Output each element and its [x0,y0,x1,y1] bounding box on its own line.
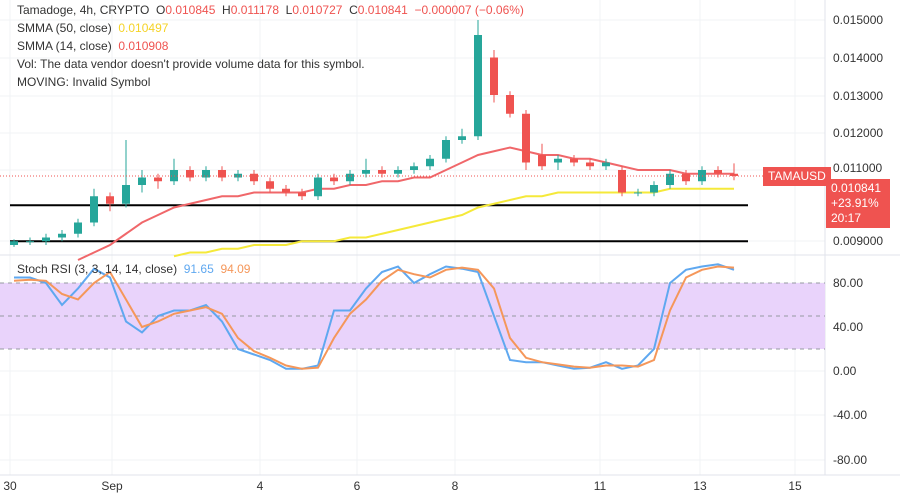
symbol-tag: TAMAUSD [763,167,831,186]
change-value: −0.000007 (−0.06%) [414,3,524,17]
candle-body [346,173,354,182]
smma50-label: SMMA (50, close) [17,21,112,35]
candle-body [378,170,386,174]
high-value: 0.011178 [230,3,279,17]
stoch-k-value: 91.65 [183,262,214,276]
last-price-tag: 0.010841 +23.91% 20:17 [826,179,890,228]
stoch-tick-label: -80.00 [833,453,867,467]
stoch-label: Stoch RSI (3, 3, 14, 14, close) [17,262,178,276]
candle-body [202,170,210,178]
candle-body [538,155,546,167]
candle-body [106,196,114,204]
price-change: +23.91% [831,196,879,210]
stoch-d-line [13,265,735,370]
candle-body [634,192,642,194]
stoch-tick-label: 0.00 [833,364,857,378]
smma50-value: 0.010497 [118,21,169,35]
candle-body [554,158,562,163]
candle-body [506,95,514,114]
smma14-line [77,146,734,261]
candle-body [218,170,226,178]
time-tick-label: 30 [3,479,17,493]
smma50-line [173,187,734,258]
time-tick-label: 4 [257,479,264,493]
last-price: 0.010841 [831,181,882,195]
candle-body [650,185,658,193]
candle-body [250,173,258,182]
price-tick-label: 0.011000 [833,161,882,175]
vol-legend[interactable]: Vol: The data vendor doesn't provide vol… [17,57,365,71]
candle-body [74,222,82,234]
smma14-legend[interactable]: SMMA (14, close) 0.010908 [17,39,168,53]
time-tick-label: 13 [693,479,707,493]
candle-body [26,241,34,243]
candle-body [138,177,146,185]
o-label: O [155,3,166,17]
time-tick-label: 11 [594,479,607,493]
h-label: H [222,3,231,17]
candle-body [330,177,338,182]
stoch-tick-label: 80.00 [833,276,863,290]
candle-body [186,170,194,178]
smma14-label: SMMA (14, close) [17,39,112,53]
stoch-tick-label: -40.00 [833,408,867,422]
ohlc-legend: Tamadoge, 4h, CRYPTO O0.010845 H0.011178… [17,3,524,17]
candle-body [666,173,674,185]
candle-body [154,177,162,182]
candle-body [730,173,738,176]
candle-body [394,170,402,174]
candle-body [362,170,370,174]
close-value: 0.010841 [357,3,408,17]
stoch-tick-label: 40.00 [833,320,863,334]
smma50-legend[interactable]: SMMA (50, close) 0.010497 [17,21,168,35]
candle-body [618,170,626,193]
price-tick-label: 0.012000 [833,126,883,140]
candle-body [10,241,18,245]
candle-body [474,35,482,137]
candle-body [42,237,50,242]
stoch-d-value: 94.09 [220,262,251,276]
candle-body [314,177,322,197]
candle-body [298,192,306,197]
price-tick-label: 0.014000 [833,51,883,65]
candle-body [442,140,450,159]
smma14-value: 0.010908 [118,39,169,53]
candle-body [714,170,722,174]
candle-body [90,196,98,223]
candle-body [410,166,418,170]
time-tick-label: 15 [788,479,802,493]
candle-body [122,185,130,204]
time-tick-label: 6 [354,479,361,493]
low-value: 0.010727 [292,3,343,17]
candle-body [682,173,690,182]
candle-body [522,113,530,163]
candle-body [58,233,66,238]
candle-body [570,158,578,163]
l-label: L [285,3,293,17]
c-label: C [349,3,358,17]
candle-body [282,188,290,193]
moving-legend[interactable]: MOVING: Invalid Symbol [17,75,151,89]
bar-countdown: 20:17 [831,211,862,225]
price-tick-label: 0.009000 [833,234,883,248]
time-tick-label: Sep [101,479,123,493]
candle-body [458,136,466,140]
candle-body [586,162,594,167]
candle-body [426,158,434,167]
symbol-title: Tamadoge, 4h, CRYPTO [17,3,150,17]
price-tick-label: 0.015000 [833,13,883,27]
stoch-legend[interactable]: Stoch RSI (3, 3, 14, 14, close) 91.65 94… [17,262,250,276]
candle-body [266,181,274,189]
candle-body [490,57,498,95]
open-value: 0.010845 [165,3,216,17]
time-tick-label: 8 [452,479,459,493]
price-tick-label: 0.013000 [833,89,883,103]
candle-body [602,162,610,167]
